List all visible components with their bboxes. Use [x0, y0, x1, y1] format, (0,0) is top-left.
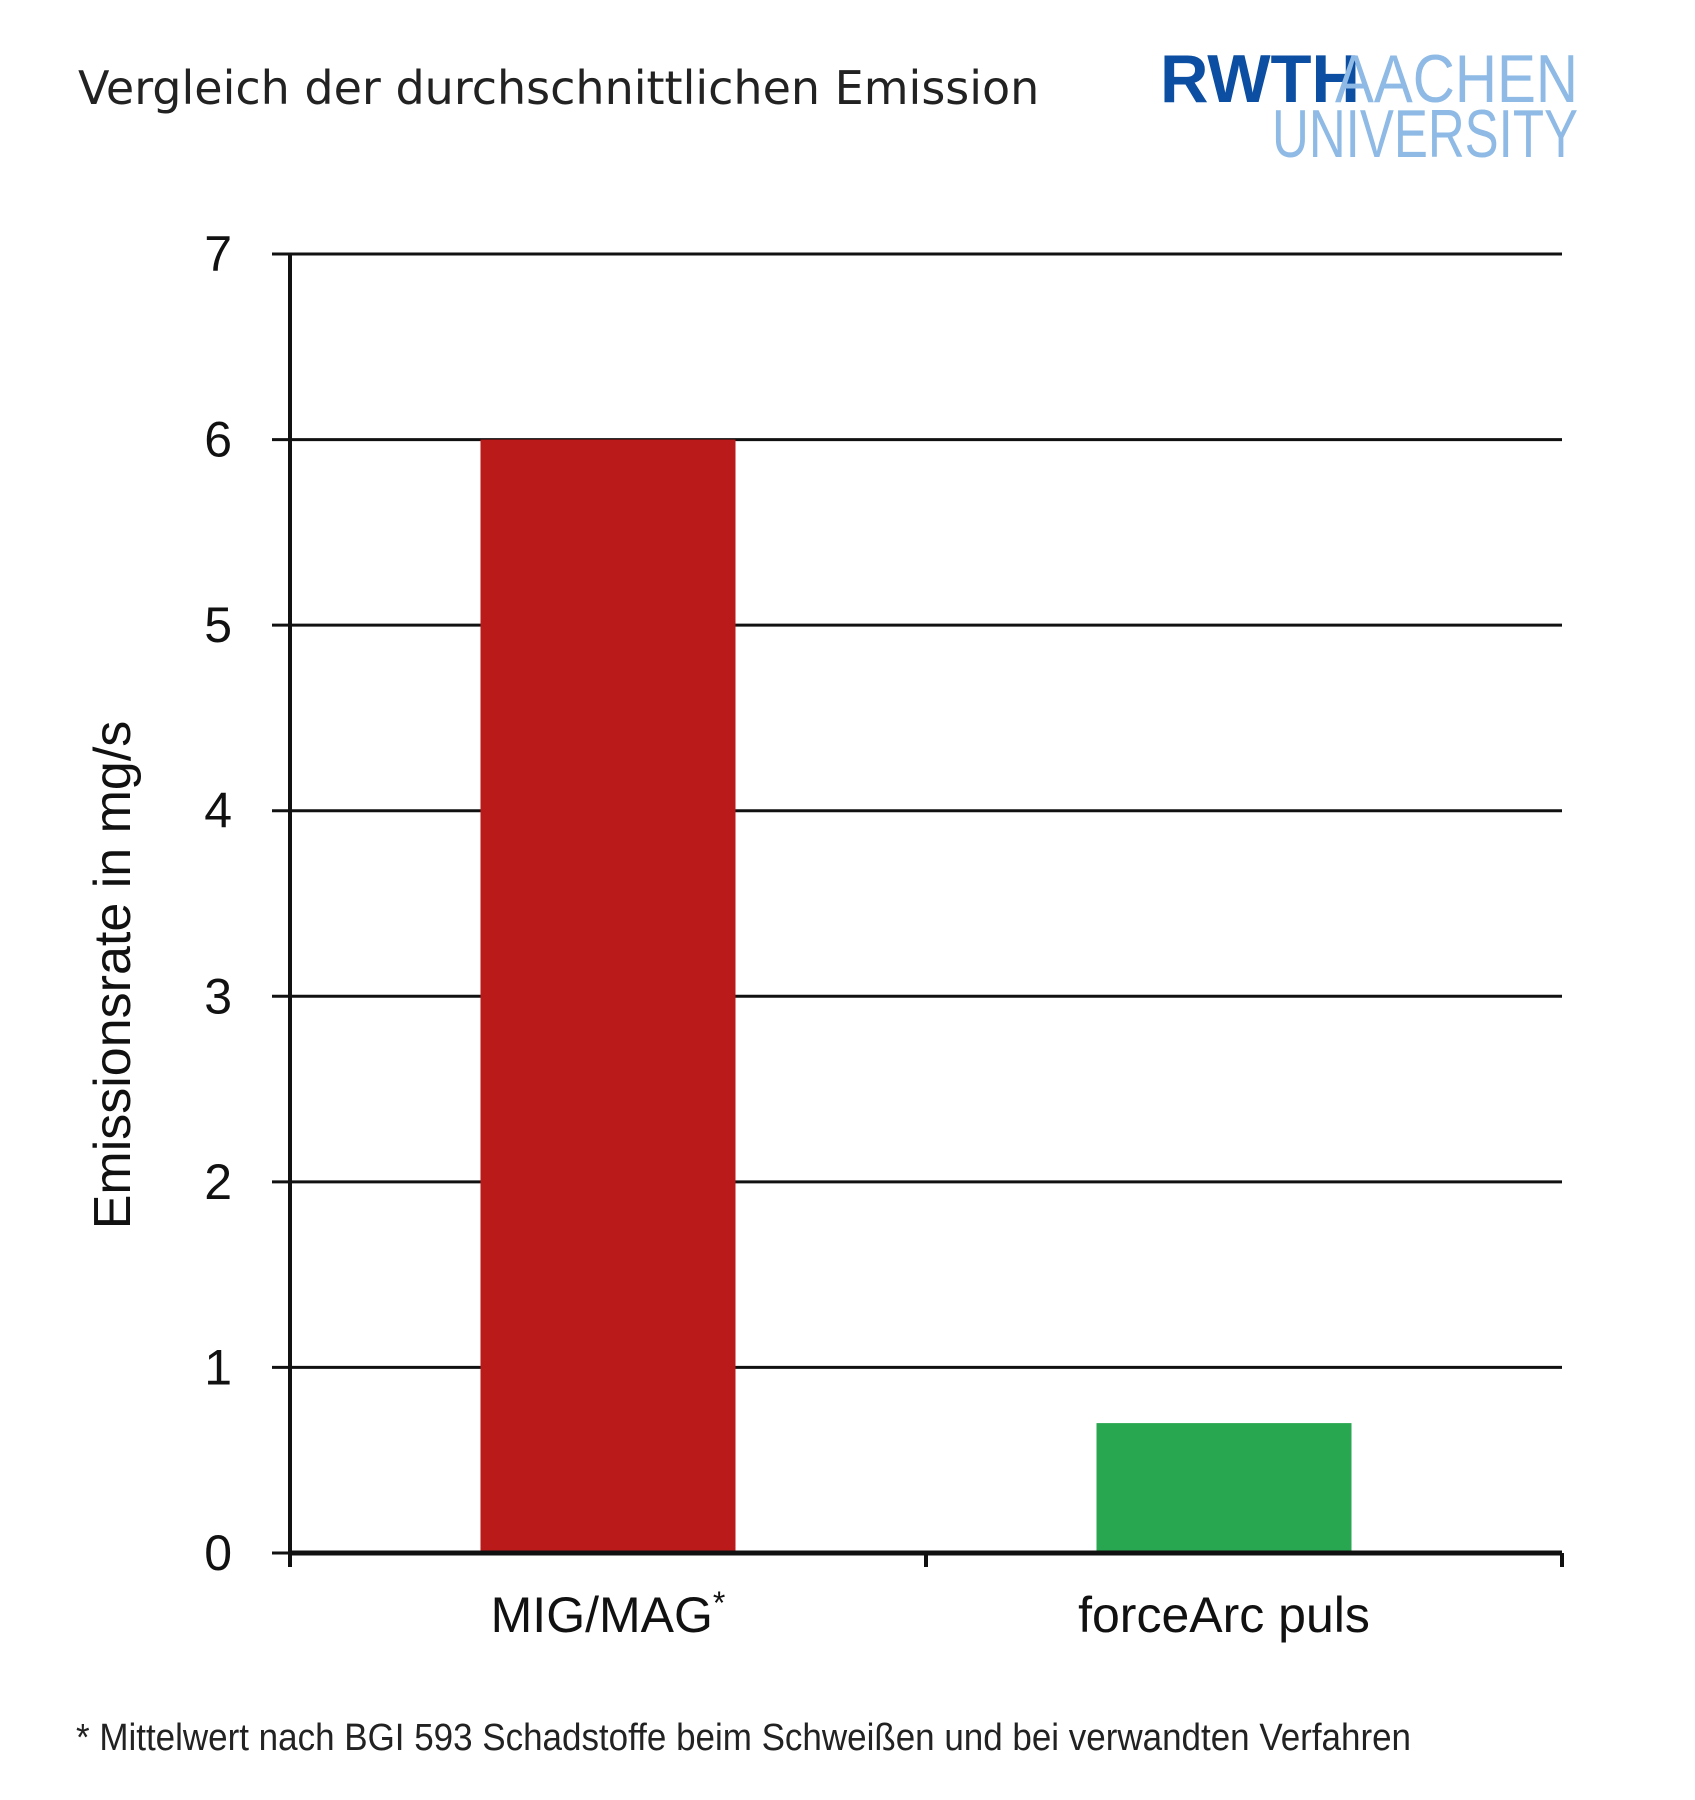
y-tick-label: 6	[204, 412, 232, 468]
logo-rwth: RWTH	[1160, 41, 1360, 117]
chart-title: Vergleich der durchschnittlichen Emissio…	[78, 61, 1039, 115]
y-tick-label: 2	[204, 1154, 232, 1210]
y-tick-label: 7	[204, 226, 232, 282]
y-tick-label: 3	[204, 968, 232, 1024]
gridlines	[272, 252, 1562, 1555]
y-tick-label: 0	[204, 1525, 232, 1581]
x-tick-label: MIG/MAG*	[491, 1585, 726, 1643]
y-tick-label: 4	[204, 783, 232, 839]
logo-university: UNIVERSITY	[1272, 96, 1578, 172]
x-tick-labels: MIG/MAG* forceArc puls	[491, 1585, 1370, 1643]
y-tick-labels: 0 1 2 3 4 5 6 7	[204, 226, 232, 1581]
y-tick-label: 5	[204, 597, 232, 653]
y-tick-label: 1	[204, 1339, 232, 1395]
axes	[288, 254, 1564, 1567]
bars	[480, 439, 1352, 1554]
rwth-logo: RWTH AACHEN UNIVERSITY	[1160, 41, 1578, 172]
bar-forcearc-puls	[1096, 1423, 1352, 1553]
bar-mig-mag	[480, 439, 736, 1554]
footnote: * Mittelwert nach BGI 593 Schadstoffe be…	[76, 1717, 1411, 1759]
y-axis-label: Emissionsrate in mg/s	[84, 721, 142, 1230]
logo-aachen: AACHEN	[1335, 41, 1578, 117]
x-tick-label: forceArc puls	[1078, 1587, 1370, 1643]
